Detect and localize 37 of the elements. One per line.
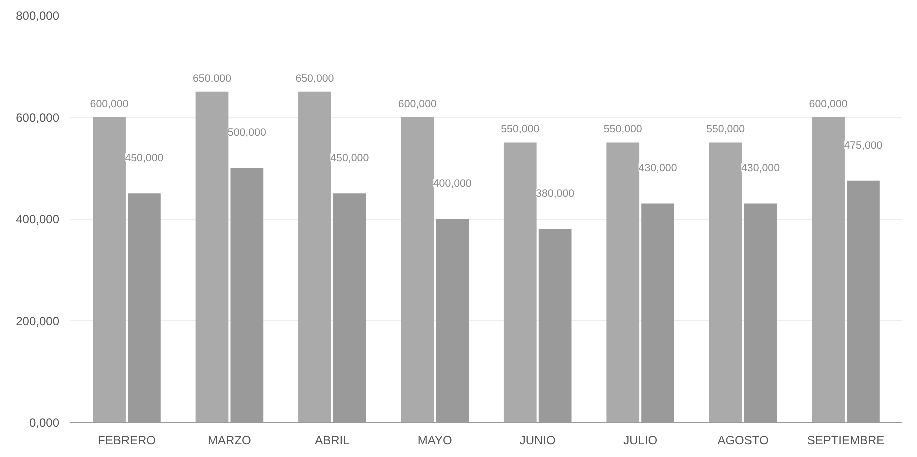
bar: [709, 142, 742, 422]
bar: [812, 117, 845, 422]
data-label: 550,000: [501, 124, 540, 136]
data-label: 450,000: [125, 152, 164, 165]
data-label: 500,000: [228, 127, 267, 140]
y-tick-label: 200,000: [16, 314, 60, 328]
bar: [93, 117, 126, 422]
data-label: 450,000: [330, 152, 370, 165]
y-tick-label: 800,000: [16, 9, 60, 23]
data-label: 380,000: [536, 188, 575, 200]
data-label: 600,000: [809, 98, 848, 110]
data-label: 600,000: [90, 98, 129, 110]
y-tick-label: 600,000: [16, 110, 60, 125]
x-tick-label: MARZO: [208, 434, 252, 448]
data-label: 550,000: [604, 124, 642, 136]
data-label: 475,000: [844, 140, 883, 152]
x-tick-label: ABRIL: [315, 434, 350, 448]
x-tick-label: MAYO: [418, 434, 452, 448]
bar: [298, 92, 332, 422]
x-tick-label: JUNIO: [520, 434, 556, 448]
x-tick-label: JULIO: [624, 434, 658, 448]
bar: [401, 117, 434, 422]
bar: [504, 142, 537, 422]
data-label: 430,000: [638, 162, 678, 175]
data-label: 550,000: [706, 124, 746, 136]
data-label: 600,000: [398, 98, 438, 110]
y-tick-label: 400,000: [16, 212, 60, 226]
x-tick-label: SEPTIEMBRE: [807, 434, 885, 448]
x-tick-label: AGOSTO: [718, 434, 769, 448]
bar: [606, 142, 640, 422]
data-label: 400,000: [433, 178, 472, 190]
data-label: 650,000: [192, 72, 232, 85]
data-label: 430,000: [741, 162, 780, 175]
y-tick-label: 0,000: [29, 416, 60, 430]
data-label: 650,000: [296, 72, 334, 85]
x-tick-label: FEBRERO: [98, 434, 156, 448]
bar: [196, 92, 229, 422]
